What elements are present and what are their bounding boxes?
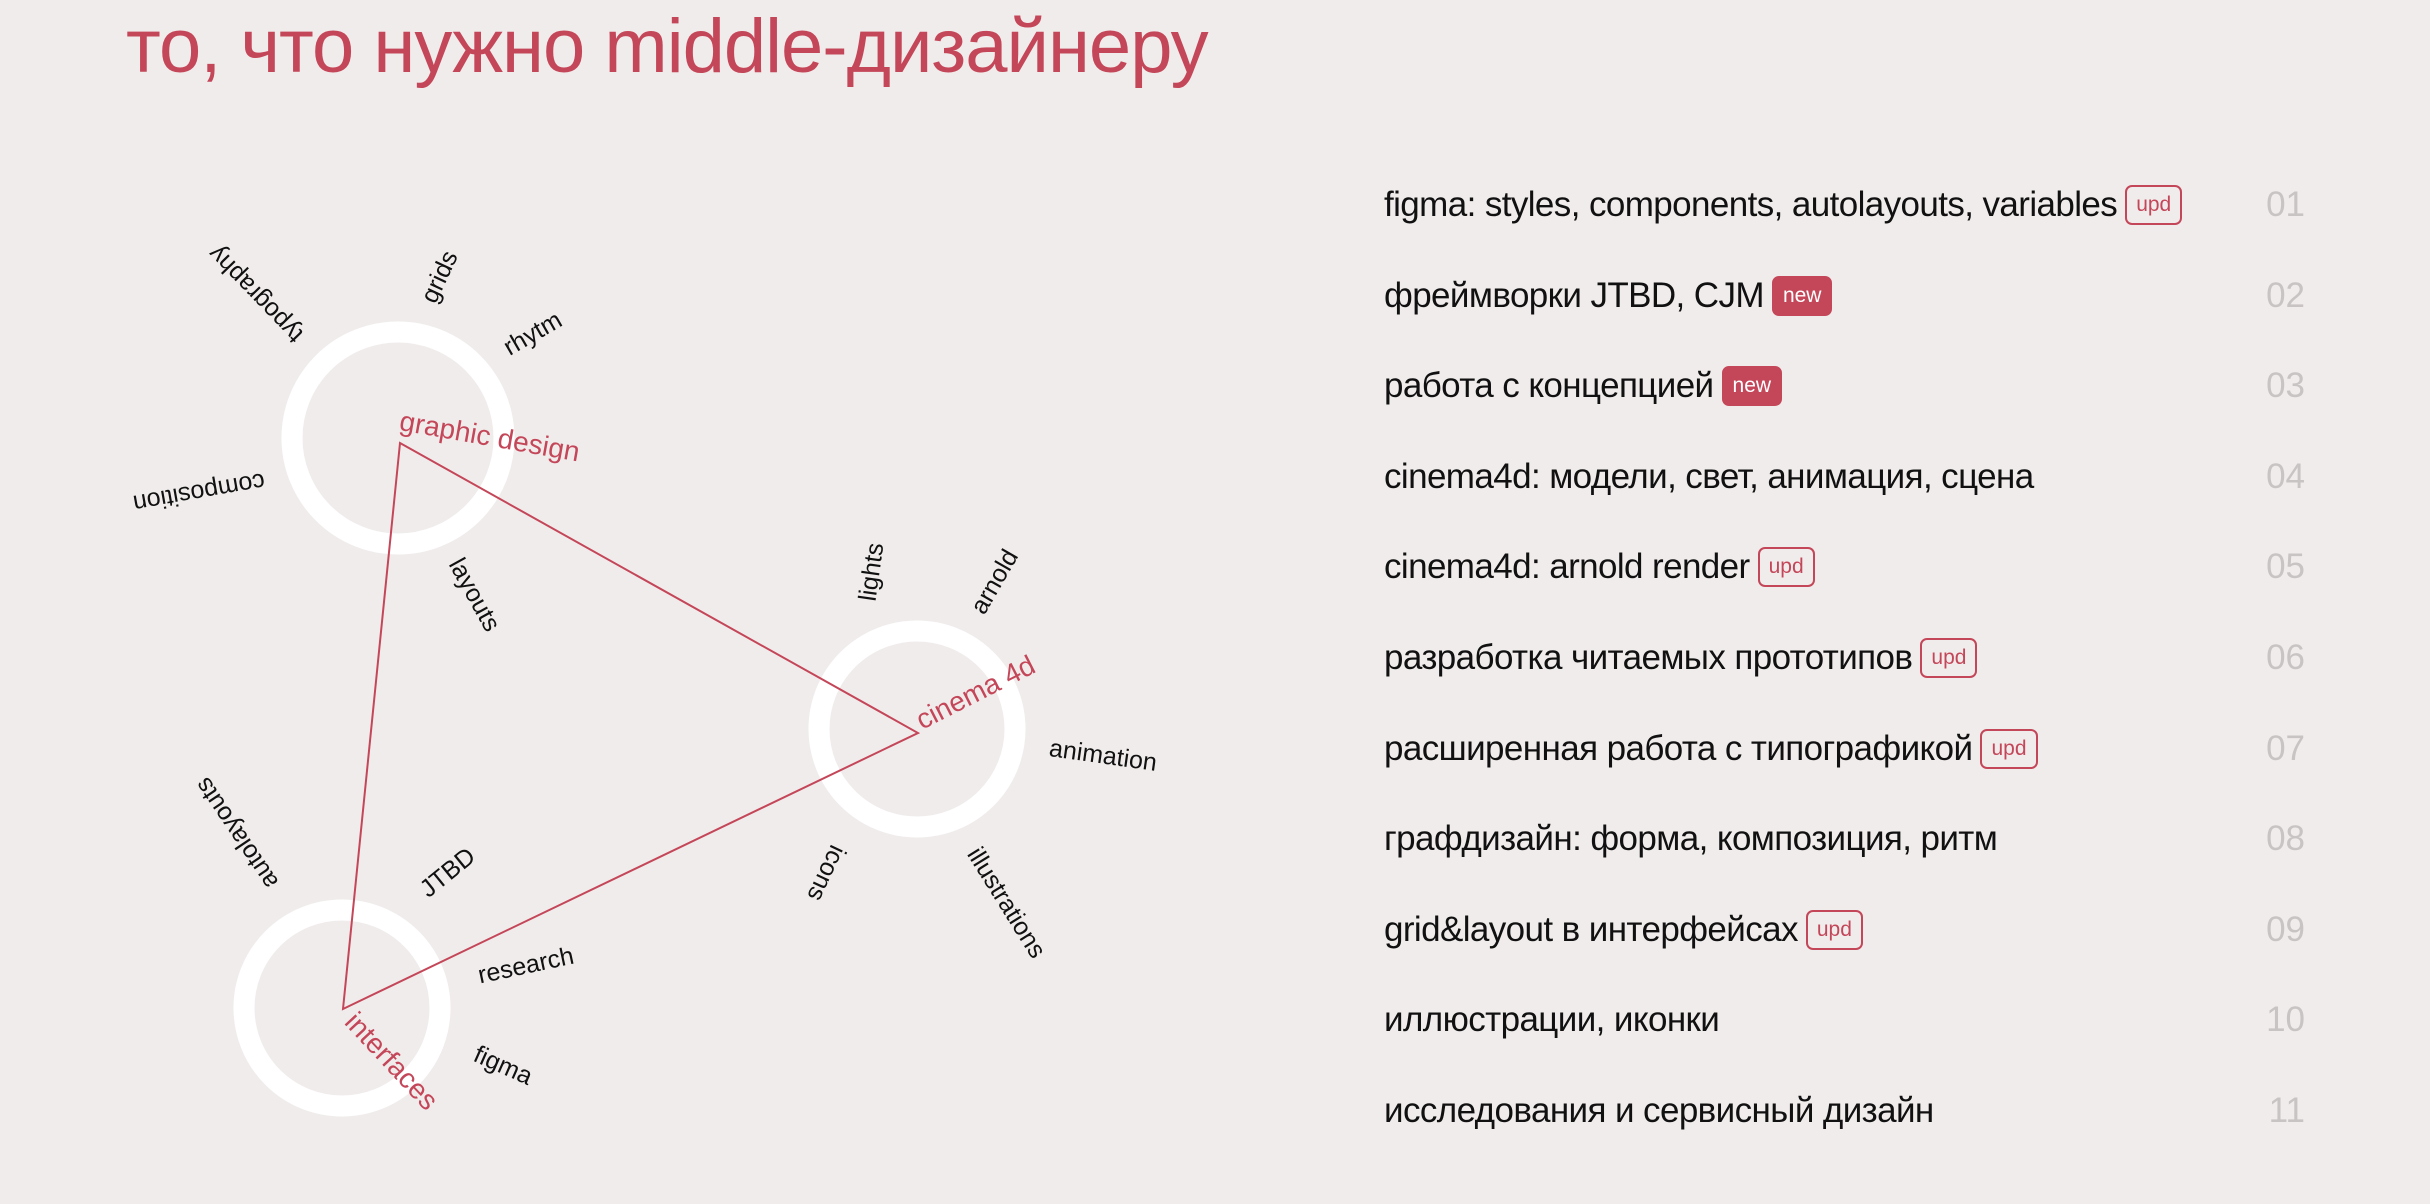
list-item-number: 02 (2266, 275, 2305, 315)
list-item-number: 09 (2266, 909, 2305, 949)
list-item-text: фреймворки JTBD, CJM (1384, 275, 1765, 315)
node-ring-graphic-design (281, 321, 515, 555)
list-item: разработка читаемых прототипов upd 06 (1384, 628, 2305, 688)
list-item-text: работа с концепцией (1384, 366, 1714, 406)
list-item: cinema4d: модели, свет, анимация, сцена 0… (1384, 447, 2305, 507)
list-item-number: 01 (2266, 185, 2305, 224)
list-item: расширенная работа с типографикой upd 07 (1384, 719, 2305, 779)
list-item: figma: styles, components, autolayouts, … (1384, 175, 2305, 235)
node-ring-cinema-4d (808, 620, 1026, 838)
page-title: то, что нужно middle-дизайнеру (126, 4, 1209, 89)
list-item: иллюстрации, иконки 10 (1384, 990, 2305, 1050)
status-badge: upd (1980, 728, 2038, 769)
status-badge: upd (1920, 638, 1978, 678)
list-item-number: 10 (2266, 1000, 2305, 1040)
connection-triangle (341, 441, 921, 1011)
list-item-text: исследования и сервисный дизайн (1384, 1091, 1934, 1130)
list-item: исследования и сервисный дизайн 11 (1384, 1081, 2305, 1141)
list-item: графдизайн: форма, композиция, ритм 08 (1384, 809, 2305, 869)
list-item-text: иллюстрации, иконки (1384, 1000, 1720, 1040)
list-item: cinema4d: arnold render upd 05 (1384, 537, 2305, 597)
status-badge: new (1721, 366, 1783, 407)
skills-diagram (233, 321, 1026, 1117)
node-ring-interfaces (233, 899, 451, 1117)
list-item-number: 03 (2266, 366, 2305, 406)
status-badge: new (1771, 275, 1833, 316)
list-item-text: разработка читаемых прототипов (1384, 638, 1913, 677)
list-item: фреймворки JTBD, CJM new 02 (1384, 266, 2305, 326)
status-badge: upd (1757, 547, 1815, 588)
list-item-text: cinema4d: arnold render (1384, 547, 1750, 587)
list-item-number: 08 (2266, 819, 2305, 859)
list-item: grid&layout в интерфейсах upd 09 (1384, 900, 2305, 960)
list-item-text: расширенная работа с типографикой (1384, 728, 1973, 768)
list-item-number: 05 (2266, 547, 2305, 587)
list-item-text: figma: styles, components, autolayouts, … (1384, 185, 2118, 224)
list-item-text: grid&layout в интерфейсах (1384, 909, 1798, 949)
status-badge: upd (2125, 185, 2183, 225)
status-badge: upd (1805, 909, 1863, 950)
list-item-number: 07 (2266, 728, 2305, 768)
list-item-text: cinema4d: модели, свет, анимация, сцена (1384, 456, 2034, 496)
list-item-number: 04 (2266, 456, 2305, 496)
list-item-text: графдизайн: форма, композиция, ритм (1384, 819, 1998, 859)
list-item-number: 06 (2266, 638, 2305, 677)
list-item-number: 11 (2268, 1091, 2305, 1130)
list-item: работа с концепцией new 03 (1384, 356, 2305, 416)
